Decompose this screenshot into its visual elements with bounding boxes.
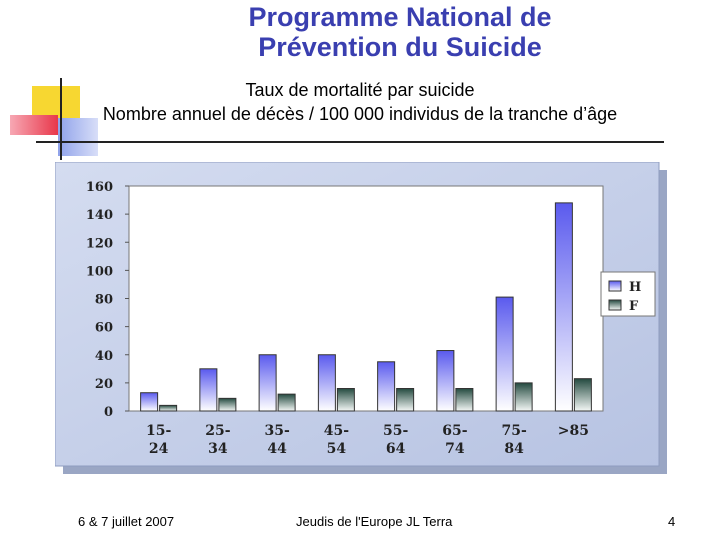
y-tick-label: 20 (95, 377, 113, 392)
x-tick-label-line: 75- (501, 423, 526, 439)
legend-swatch-H (608, 280, 622, 292)
deco-vertical-line (60, 78, 62, 160)
x-tick-label: >85 (558, 423, 589, 439)
deco-blue-square (58, 118, 98, 156)
slide-subtitle: Taux de mortalité par suicide Nombre ann… (40, 78, 680, 126)
x-tick-label-line: 34 (208, 441, 228, 457)
x-tick-label-line: 35- (264, 423, 289, 439)
y-tick-label: 100 (86, 264, 113, 279)
y-tick-label: 160 (86, 180, 113, 195)
deco-red-bar (10, 115, 58, 135)
x-tick-label: 65-74 (442, 423, 467, 457)
subtitle-line-2: Nombre annuel de décès / 100 000 individ… (102, 104, 618, 124)
x-tick-label-line: 25- (205, 423, 230, 439)
bars (140, 202, 592, 412)
deco-horizontal-line (36, 141, 664, 143)
x-tick-label: 75-84 (501, 423, 526, 457)
footer-date: 6 & 7 juillet 2007 (78, 514, 175, 529)
x-tick-label: 55-64 (383, 423, 408, 457)
slide-title: Programme National de Prévention du Suic… (150, 2, 650, 62)
x-tick-label: 25-34 (205, 423, 230, 457)
bar-H-1 (199, 368, 218, 412)
legend: HF (600, 271, 656, 317)
bar-F-4 (396, 388, 415, 412)
y-tick-label: 60 (95, 321, 113, 336)
x-tick-label-line: 45- (324, 423, 349, 439)
bar-F-3 (336, 388, 355, 412)
bar-F-2 (277, 393, 296, 412)
page-number: 4 (668, 514, 676, 529)
bar-F-0 (159, 404, 178, 412)
legend-label-H: H (629, 280, 641, 295)
x-tick-label-line: 15- (146, 423, 171, 439)
title-line-2: Prévention du Suicide (258, 32, 542, 62)
bar-H-2 (258, 354, 277, 412)
x-tick-label-line: 54 (327, 441, 347, 457)
x-tick-label-line: 44 (267, 441, 287, 457)
y-axis-ticks: 0 20 40 60 80 100 120 140 160 (86, 180, 129, 420)
x-tick-label-line: >85 (558, 423, 589, 439)
chart-panel: 0 20 40 60 80 100 120 140 160 15-24 25-34 35-44 45-… (55, 162, 667, 474)
bar-H-6 (495, 296, 514, 412)
x-tick-label: 35-44 (264, 423, 289, 457)
x-tick-label: 15-24 (146, 423, 171, 457)
y-tick-label: 120 (86, 236, 113, 251)
legend-label-F: F (629, 299, 639, 314)
bar-H-7 (554, 202, 573, 412)
bar-F-6 (514, 382, 533, 412)
bar-H-3 (317, 354, 336, 412)
subtitle-line-1: Taux de mortalité par suicide (245, 80, 475, 100)
x-tick-label-line: 24 (149, 441, 169, 457)
footer-center: Jeudis de l'Europe JL Terra (296, 514, 453, 529)
bar-F-1 (218, 397, 237, 412)
legend-swatch-F (608, 299, 622, 311)
title-line-1: Programme National de (248, 2, 552, 32)
bar-H-4 (377, 361, 396, 412)
x-tick-label: 45-54 (324, 423, 349, 457)
x-tick-label-line: 74 (445, 441, 465, 457)
bar-H-5 (436, 350, 455, 412)
y-tick-label: 40 (95, 349, 113, 364)
y-tick-label: 140 (86, 208, 113, 223)
x-tick-label-line: 65- (442, 423, 467, 439)
y-tick-label: 80 (95, 293, 113, 308)
x-tick-label-line: 64 (386, 441, 406, 457)
bar-H-0 (140, 392, 159, 412)
y-tick-label: 0 (104, 405, 113, 420)
x-tick-label-line: 84 (504, 441, 524, 457)
bar-F-7 (573, 378, 592, 412)
x-tick-label-line: 55- (383, 423, 408, 439)
bar-F-5 (455, 388, 474, 412)
